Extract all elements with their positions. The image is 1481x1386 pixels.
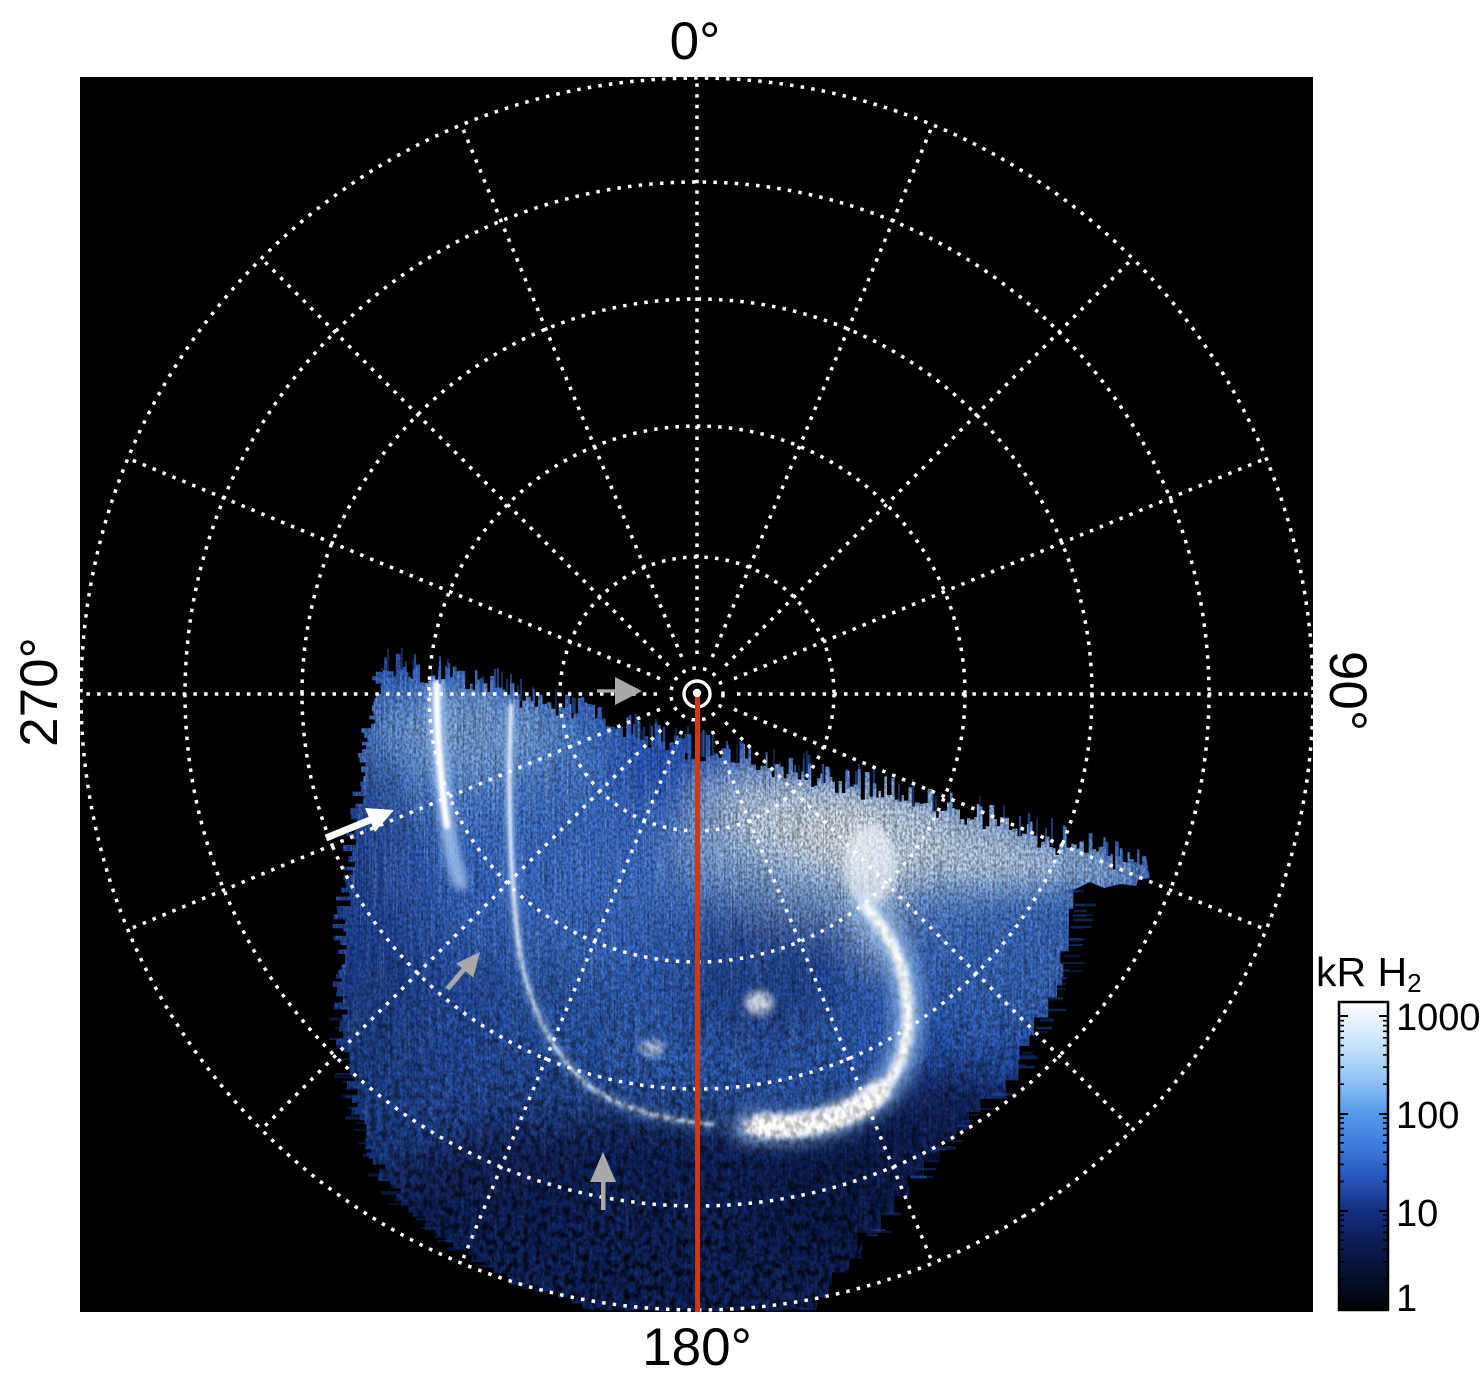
- svg-text:10: 10: [1396, 1193, 1438, 1235]
- svg-text:kR H2: kR H2: [1316, 949, 1422, 998]
- svg-text:1: 1: [1396, 1278, 1417, 1320]
- svg-text:100: 100: [1396, 1095, 1459, 1137]
- svg-text:0°: 0°: [670, 12, 721, 71]
- svg-text:90°: 90°: [1318, 651, 1377, 731]
- svg-text:270°: 270°: [10, 637, 69, 747]
- svg-text:1000: 1000: [1396, 997, 1481, 1039]
- svg-text:180°: 180°: [642, 1318, 752, 1377]
